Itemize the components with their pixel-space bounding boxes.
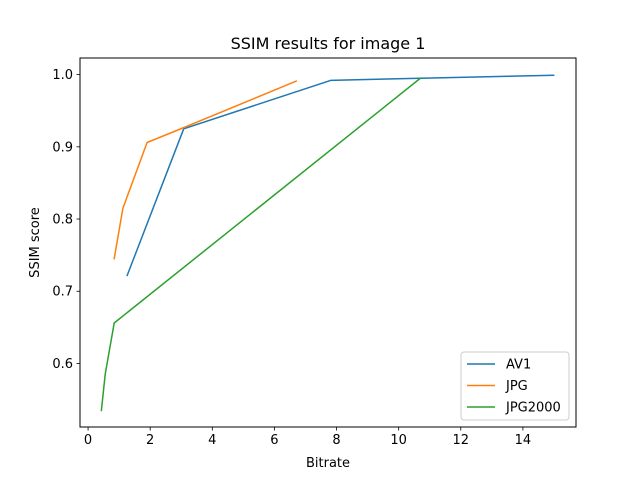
x-axis-ticks: 0 2 4 6 8 10 12 14 [84, 427, 531, 448]
series-line-2 [100, 77, 422, 412]
x-tick-label: 0 [84, 433, 92, 448]
y-axis-label: SSIM score [28, 207, 43, 278]
x-tick-label: 12 [453, 433, 470, 448]
x-tick-label: 8 [332, 433, 340, 448]
chart-title: SSIM results for image 1 [231, 34, 426, 53]
y-tick-label: 0.9 [52, 140, 73, 155]
plot-area-frame [79, 57, 577, 428]
legend-label-0: AV1 [506, 358, 531, 373]
legend: AV1 JPG JPG2000 [460, 351, 570, 421]
x-tick-label: 4 [208, 433, 216, 448]
x-tick-label: 2 [146, 433, 154, 448]
x-tick-label: 6 [270, 433, 278, 448]
x-tick-label: 14 [515, 433, 532, 448]
series-line-0 [126, 74, 555, 277]
legend-box [460, 351, 570, 421]
y-tick-label: 0.7 [52, 285, 73, 300]
series-line-1 [113, 80, 298, 260]
legend-label-1: JPG [505, 379, 528, 394]
y-tick-label: 0.6 [52, 357, 73, 372]
x-axis-label: Bitrate [306, 456, 350, 471]
series-lines [100, 74, 555, 412]
x-tick-label: 10 [390, 433, 407, 448]
legend-label-2: JPG2000 [505, 401, 561, 416]
y-axis-ticks: 0.6 0.7 0.8 0.9 1.0 [52, 68, 80, 372]
y-tick-label: 1.0 [52, 68, 73, 83]
legend-entries: AV1 JPG JPG2000 [467, 358, 561, 416]
y-tick-label: 0.8 [52, 213, 73, 228]
